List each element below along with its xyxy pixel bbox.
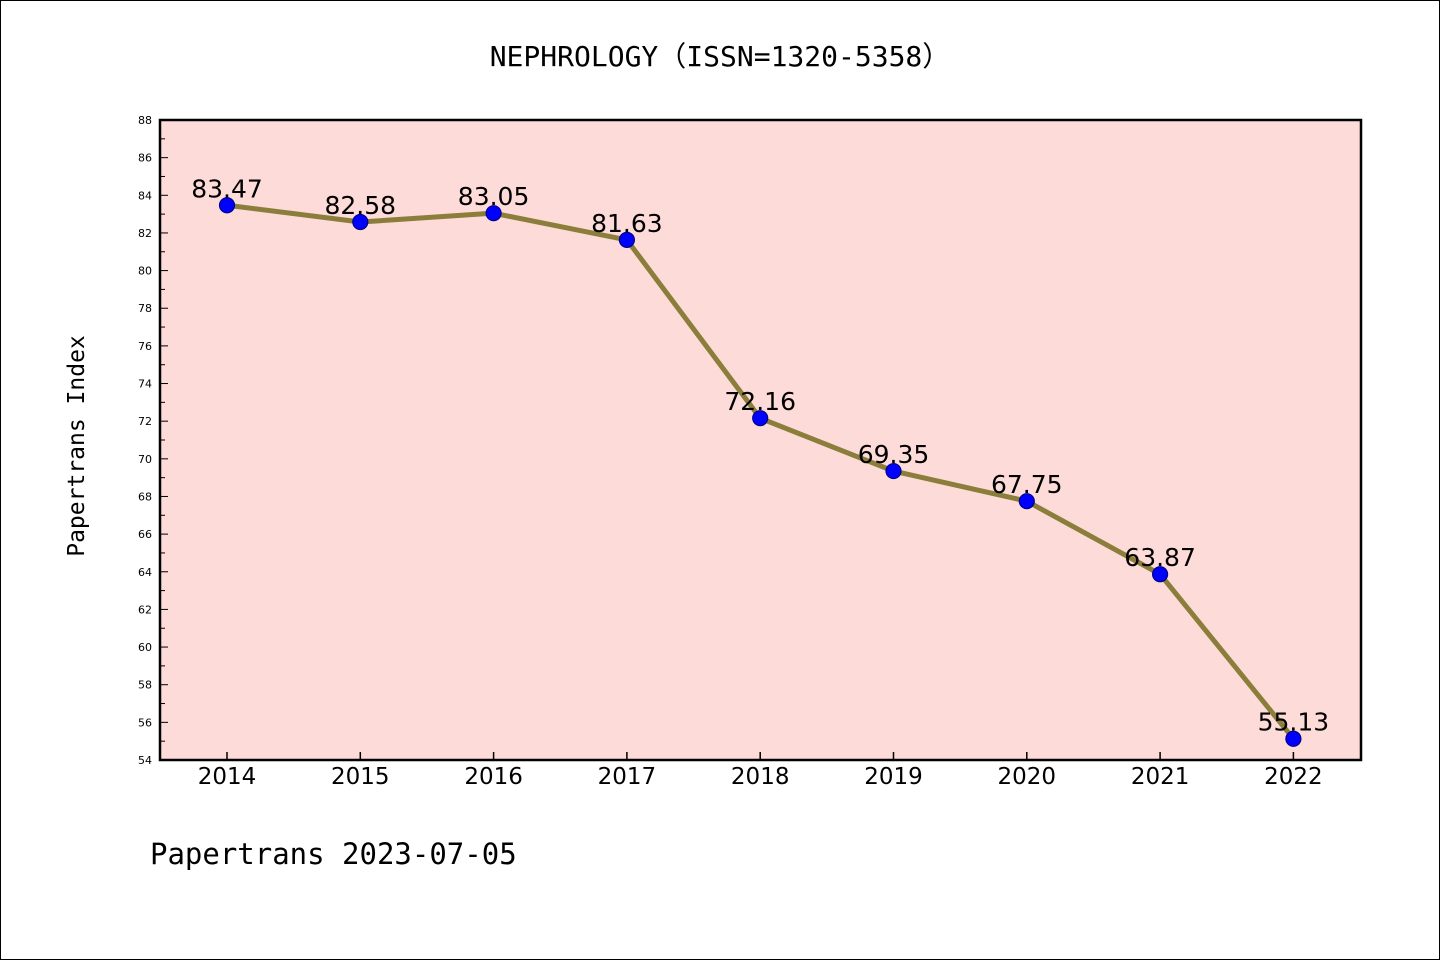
y-tick-label: 76 [138, 340, 152, 353]
x-tick-label: 2015 [331, 764, 390, 790]
data-point [218, 197, 236, 214]
data-label: 83.47 [191, 174, 263, 203]
y-tick-label: 80 [138, 265, 152, 278]
x-tick-label: 2017 [598, 764, 657, 790]
y-tick-label: 68 [138, 490, 152, 503]
x-tick-label: 2019 [864, 764, 923, 790]
data-label: 69.35 [858, 440, 930, 469]
y-tick-label: 86 [138, 152, 152, 165]
y-tick-label: 60 [138, 641, 152, 654]
y-tick-label: 70 [138, 453, 152, 466]
data-labels: 83.47 82.58 83.05 81.63 72.16 69.35 67.75 63.87… [191, 174, 1329, 736]
y-tick-label: 82 [138, 227, 152, 240]
data-point [885, 462, 902, 480]
data-point [1285, 730, 1302, 747]
data-label: 81.63 [591, 209, 663, 238]
data-label: 67.75 [991, 470, 1063, 499]
chart-title: NEPHROLOGY（ISSN=1320-5358） [490, 40, 951, 73]
data-label: 83.05 [458, 182, 530, 211]
x-tick-label: 2018 [731, 764, 790, 790]
x-tick-label: 2016 [464, 764, 523, 790]
y-tick-label: 78 [138, 302, 152, 315]
x-tick-label: 2021 [1131, 764, 1190, 790]
data-point [352, 213, 369, 231]
data-label: 63.87 [1124, 543, 1196, 572]
data-point [618, 231, 636, 249]
y-tick-label: 62 [138, 603, 152, 616]
x-axis: 2014 2015 2016 2017 2018 2019 2020 2021 2022 [198, 752, 1323, 790]
y-tick-label: 72 [138, 415, 152, 428]
y-axis: 54 56 58 60 62 64 66 68 70 72 74 76 78 80 82 84 86 88 [138, 114, 168, 767]
series-markers [218, 197, 1302, 747]
footer-date-stamp: Papertrans 2023-07-05 [150, 837, 517, 871]
y-axis-label: Papertrans Index [64, 335, 90, 557]
y-tick-label: 66 [138, 528, 152, 541]
y-tick-label: 58 [138, 679, 152, 692]
y-tick-label: 54 [138, 754, 152, 767]
data-point [1018, 493, 1035, 510]
x-tick-label: 2020 [998, 764, 1057, 790]
data-point [752, 410, 769, 427]
data-label: 72.16 [724, 387, 796, 416]
x-tick-label: 2014 [198, 764, 257, 790]
data-point [1151, 566, 1169, 583]
y-tick-label: 64 [138, 566, 152, 579]
y-tick-label: 74 [138, 378, 152, 391]
data-label: 82.58 [325, 191, 397, 220]
y-tick-label: 56 [138, 716, 152, 729]
x-tick-label: 2022 [1264, 764, 1323, 790]
data-point [485, 205, 502, 222]
data-label: 55.13 [1258, 708, 1330, 737]
y-tick-label: 84 [138, 189, 152, 202]
y-tick-label: 88 [138, 114, 152, 127]
